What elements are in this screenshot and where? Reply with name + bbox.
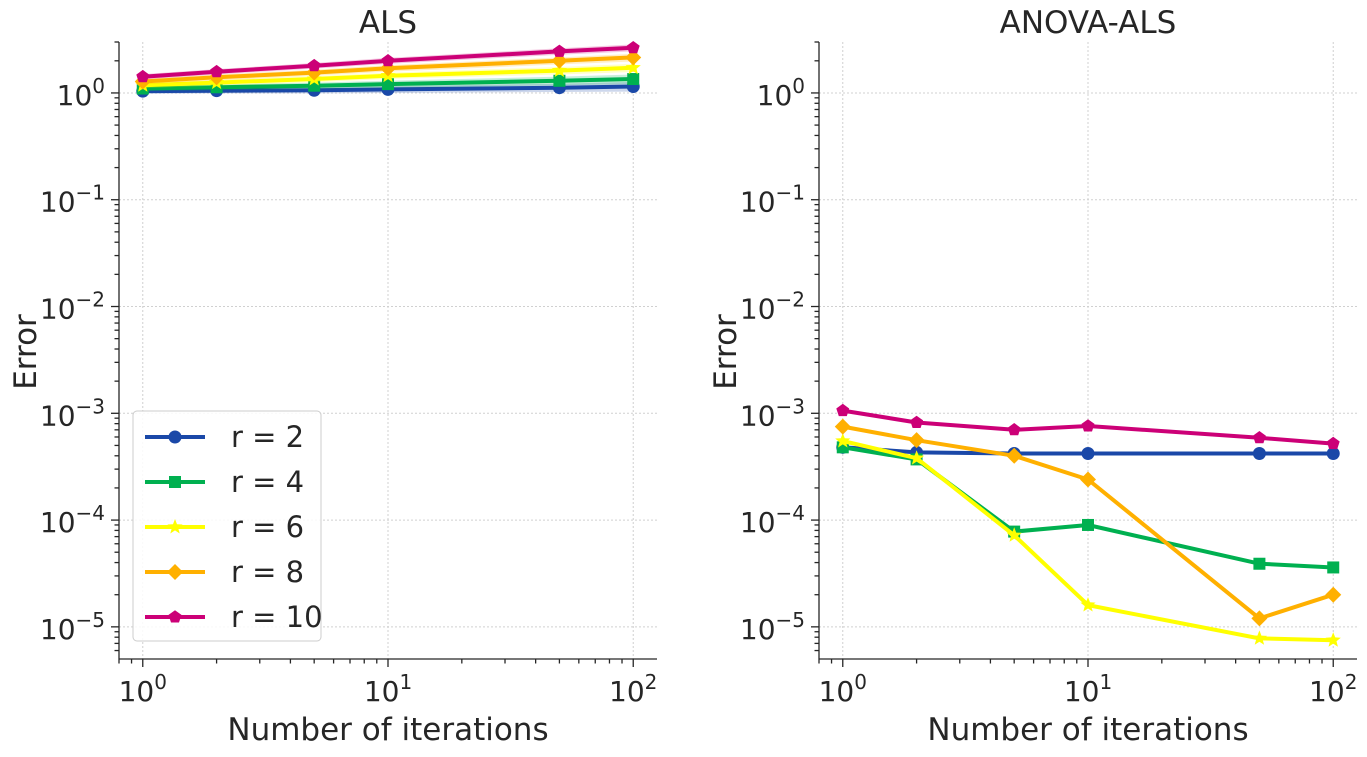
data-point xyxy=(1080,471,1096,488)
data-point xyxy=(553,74,566,87)
x-tick-label: 101 xyxy=(364,670,412,708)
data-point xyxy=(835,433,851,448)
axes: 100 101 102 100 10−1 10−2 10−3 10−4 10−5 xyxy=(40,41,657,708)
y-axis-label: Error xyxy=(8,314,44,390)
legend-label: r = 10 xyxy=(231,600,323,634)
data-point xyxy=(908,432,925,449)
chart-title: ALS xyxy=(359,5,417,41)
y-tick-label: 10−5 xyxy=(740,608,805,646)
y-tick-label: 100 xyxy=(757,74,805,112)
data-point xyxy=(626,41,640,54)
legend-label: r = 4 xyxy=(231,465,304,499)
data-point xyxy=(1081,419,1095,432)
x-axis-label: Number of iterations xyxy=(927,712,1248,748)
x-tick-label: 100 xyxy=(119,670,167,708)
legend-label: r = 6 xyxy=(231,510,304,544)
data-point xyxy=(1252,447,1266,461)
legend-swatch-marker xyxy=(168,430,182,444)
y-tick-label: 10−2 xyxy=(40,288,105,326)
legend-swatch-marker xyxy=(167,519,183,534)
series-line xyxy=(142,84,634,94)
data-point xyxy=(834,418,851,435)
legend-swatch-marker xyxy=(169,476,181,488)
data-point xyxy=(625,59,641,75)
legend-item: r = 10 xyxy=(145,600,323,634)
data-point xyxy=(1080,597,1096,612)
y-tick-label: 10−1 xyxy=(740,181,805,219)
data-point xyxy=(382,78,394,91)
series-group xyxy=(834,403,1342,647)
series-line xyxy=(142,45,634,79)
x-tick-label: 102 xyxy=(609,670,657,708)
data-point xyxy=(1082,518,1094,531)
data-point xyxy=(1006,447,1023,464)
y-tick-label: 10−4 xyxy=(40,501,105,539)
series-r-6 xyxy=(835,433,1341,647)
data-point xyxy=(627,73,640,86)
y-tick-label: 10−4 xyxy=(740,501,805,539)
x-tick-label: 101 xyxy=(1064,670,1112,708)
series-line xyxy=(142,77,634,91)
y-tick-label: 10−3 xyxy=(40,394,105,432)
y-tick-label: 10−3 xyxy=(740,394,805,432)
data-point xyxy=(909,450,925,465)
legend-box xyxy=(132,410,322,642)
chart-title: ANOVA-ALS xyxy=(1000,5,1177,41)
axes: 100 101 102 100 10−1 10−2 10−3 10−4 10−5 xyxy=(740,41,1357,708)
data-point xyxy=(836,403,850,417)
x-tick-label: 100 xyxy=(819,670,867,708)
legend-label: r = 8 xyxy=(231,555,304,589)
y-tick-label: 100 xyxy=(57,74,105,112)
legend-swatch-marker xyxy=(168,610,182,623)
x-axis-label: Number of iterations xyxy=(227,712,548,748)
data-point xyxy=(210,64,224,78)
data-point xyxy=(910,415,924,428)
data-point xyxy=(551,62,567,77)
data-point xyxy=(1326,436,1340,450)
data-point xyxy=(1253,557,1266,570)
data-point xyxy=(381,54,395,67)
series-line xyxy=(842,424,1334,621)
y-tick-label: 10−2 xyxy=(740,288,805,326)
series-group xyxy=(134,41,642,98)
y-tick-label: 10−5 xyxy=(40,608,105,646)
data-point xyxy=(552,44,566,57)
legend-item: r = 6 xyxy=(145,510,304,544)
als-panel: ALS Number of iterations Error 100 101 102… xyxy=(8,5,657,748)
data-point xyxy=(136,69,150,83)
series-line xyxy=(842,439,1334,643)
series-line xyxy=(142,65,634,88)
series-r-10 xyxy=(836,403,1340,450)
data-point xyxy=(1007,423,1021,436)
data-point xyxy=(1325,632,1341,647)
legend: r = 2 r = 4 r = 6 r = 8 r = 10 xyxy=(132,410,323,642)
data-point xyxy=(1325,586,1342,603)
data-point xyxy=(1081,447,1095,461)
x-tick-label: 102 xyxy=(1309,670,1357,708)
data-point xyxy=(1252,431,1266,444)
legend-item: r = 8 xyxy=(145,555,304,589)
y-axis-label: Error xyxy=(708,314,744,390)
data-point xyxy=(1251,630,1267,645)
data-point xyxy=(1326,447,1340,461)
data-point xyxy=(1327,561,1340,574)
legend-label: r = 2 xyxy=(231,420,304,454)
data-point xyxy=(1251,610,1268,627)
y-tick-label: 10−1 xyxy=(40,181,105,219)
series-line xyxy=(842,408,1334,446)
data-point xyxy=(307,58,321,72)
series-r-8 xyxy=(834,418,1342,627)
data-point xyxy=(1006,527,1022,542)
data-point xyxy=(625,49,642,66)
legend-swatch-marker xyxy=(167,564,183,580)
legend-item: r = 2 xyxy=(145,420,304,454)
series-line xyxy=(142,55,634,84)
series-r-10 xyxy=(136,41,640,83)
legend-item: r = 4 xyxy=(145,465,304,499)
series-line xyxy=(842,445,1334,456)
anova-als-panel: ANOVA-ALS Number of iterations Error 100… xyxy=(708,5,1357,748)
